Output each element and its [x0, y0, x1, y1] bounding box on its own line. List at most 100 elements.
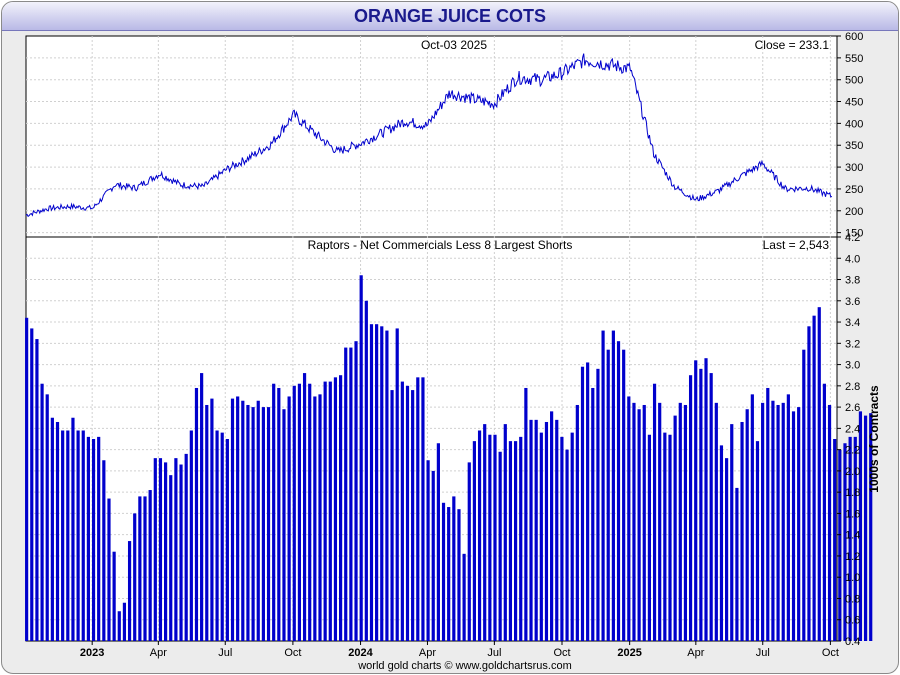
- cot-ytick-label: 3.8: [845, 275, 860, 287]
- cot-bar: [349, 347, 353, 641]
- cot-ytick-label: 3.2: [845, 338, 860, 350]
- cot-bar: [678, 402, 682, 641]
- x-tick-label: 2024: [348, 647, 373, 659]
- cot-bar: [354, 341, 358, 641]
- price-ytick-label: 450: [845, 97, 863, 109]
- cot-bar: [786, 394, 790, 641]
- cot-bar: [133, 513, 137, 641]
- cot-bar: [745, 409, 749, 641]
- cot-bar: [169, 475, 173, 641]
- cot-bar: [364, 300, 368, 641]
- cot-bar: [436, 443, 440, 641]
- cot-bar: [122, 602, 127, 641]
- cot-ytick-label: 0.4: [845, 636, 860, 648]
- cot-bar: [179, 464, 183, 641]
- cot-bar: [50, 417, 54, 641]
- cot-bar: [40, 383, 44, 641]
- price-ytick-label: 600: [845, 31, 863, 43]
- cot-bar: [164, 462, 168, 641]
- cot-bar: [740, 421, 744, 641]
- cot-bar: [596, 368, 600, 641]
- x-tick-label: Apr: [419, 647, 436, 659]
- cot-bar: [817, 307, 821, 641]
- cot-bar: [524, 387, 528, 641]
- cot-bar: [405, 385, 410, 641]
- cot-bar: [385, 330, 389, 641]
- cot-ytick-label: 1.0: [845, 572, 860, 584]
- cot-bar: [138, 496, 142, 641]
- cot-bar: [45, 394, 49, 641]
- cot-bar: [395, 328, 399, 641]
- cot-ytick-label: 1.4: [845, 530, 860, 542]
- cot-bar: [560, 436, 564, 641]
- cot-bar: [333, 377, 338, 641]
- cot-bar: [601, 330, 605, 641]
- cot-bar: [838, 449, 842, 641]
- cot-ytick-label: 4.2: [845, 232, 860, 244]
- cot-bar: [369, 324, 374, 641]
- cot-bar: [143, 496, 147, 641]
- cot-last-annotation: Last = 2,543: [763, 238, 830, 252]
- cot-bar: [822, 383, 826, 641]
- cot-bar: [107, 498, 111, 641]
- cot-bar: [580, 366, 585, 641]
- cot-bar: [472, 441, 476, 641]
- cot-bar: [508, 441, 513, 641]
- price-line: [25, 53, 833, 218]
- cot-bar: [359, 275, 363, 641]
- cot-bar: [153, 458, 157, 641]
- cot-bar: [215, 430, 219, 641]
- cot-bar: [416, 377, 420, 641]
- x-axis: 2023 Apr Jul Oct 2024 Apr Jul Oct 2025 Apr Jul Oct: [80, 641, 839, 659]
- cot-bar: [431, 470, 435, 641]
- cot-bar: [761, 402, 765, 641]
- cot-bar: [55, 421, 60, 641]
- cot-ytick-label: 1.2: [845, 551, 860, 563]
- price-ytick-label: 300: [845, 162, 863, 174]
- cot-bar: [313, 396, 317, 641]
- cot-bar: [318, 394, 322, 641]
- cot-bar: [673, 415, 677, 641]
- cot-bar: [483, 424, 487, 641]
- cot-bar: [205, 404, 209, 641]
- cot-bar: [86, 436, 90, 641]
- price-ytick-label: 200: [845, 206, 863, 218]
- cot-bar: [627, 396, 631, 641]
- cot-bar: [565, 449, 569, 641]
- price-ytick-label: 150: [845, 228, 863, 240]
- price-y-axis: 150 200 250 300 350 400 450 500 550 600: [837, 31, 863, 240]
- cot-bar: [663, 432, 667, 641]
- cot-bar: [766, 387, 770, 641]
- cot-ytick-label: 2.0: [845, 466, 860, 478]
- cot-bar: [797, 407, 801, 641]
- cot-ytick-label: 0.8: [845, 593, 860, 605]
- x-tick-label: Jul: [756, 647, 770, 659]
- cot-bar: [725, 458, 729, 641]
- cot-ytick-label: 1.8: [845, 487, 860, 499]
- cot-bar: [344, 347, 348, 641]
- cot-bar: [292, 385, 296, 641]
- cot-bar: [380, 326, 384, 641]
- cot-bar: [457, 509, 461, 641]
- cot-bar: [791, 411, 796, 641]
- cot-bar: [400, 381, 404, 641]
- cot-bar: [647, 434, 651, 641]
- cot-bar: [117, 611, 121, 641]
- cot-bar: [97, 436, 101, 641]
- cot-bar: [652, 383, 657, 641]
- cot-bar: [462, 553, 466, 641]
- cot-bar: [802, 349, 806, 641]
- cot-ytick-label: 2.2: [845, 445, 860, 457]
- cot-bar: [25, 317, 29, 641]
- cot-bar: [220, 432, 224, 641]
- cot-bar: [210, 398, 214, 641]
- cot-bar: [776, 404, 780, 641]
- cot-bar: [256, 400, 260, 641]
- chart-title: ORANGE JUICE COTS: [353, 6, 547, 26]
- cot-bar: [66, 430, 70, 641]
- cot-bar: [632, 402, 636, 641]
- cot-bar: [611, 330, 615, 641]
- price-ytick-label: 500: [845, 75, 863, 87]
- cot-bar: [76, 430, 80, 641]
